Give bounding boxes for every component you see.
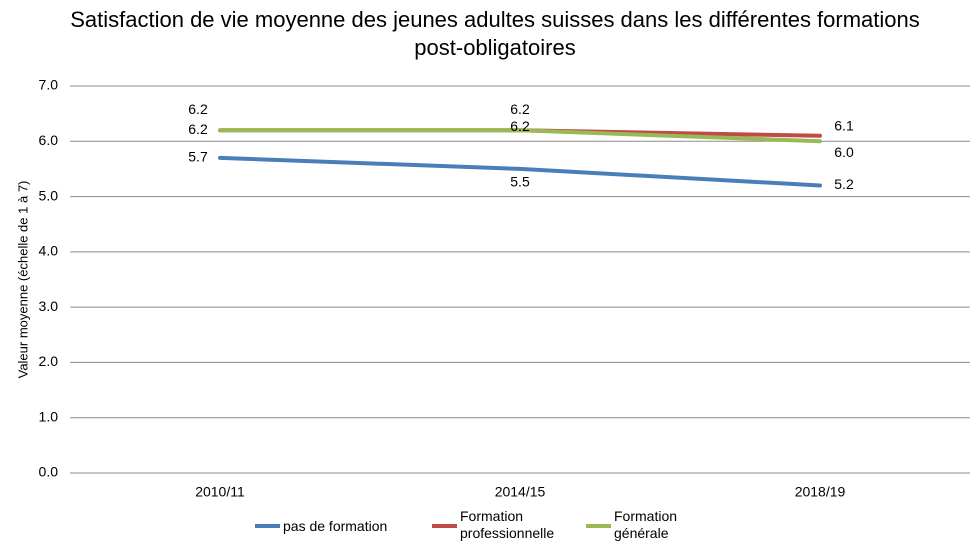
data-label: 6.2 [188,101,208,117]
legend-label: Formation générale [614,508,678,541]
legend-label: pas de formation [283,518,388,534]
x-tick-label: 2010/11 [195,484,245,500]
y-tick-label: 6.0 [39,132,59,148]
data-label: 6.2 [510,118,530,134]
y-tick-label: 0.0 [39,464,59,480]
data-label: 6.2 [510,101,530,117]
legend-swatch [255,524,280,528]
y-tick-label: 7.0 [39,77,59,93]
y-tick-label: 1.0 [39,408,59,424]
y-tick-label: 2.0 [39,353,59,369]
series-line [218,128,822,144]
x-tick-label: 2014/15 [495,484,546,500]
series-line [218,155,822,188]
x-tick-label: 2018/19 [795,484,846,500]
y-tick-label: 4.0 [39,243,59,259]
data-label: 6.1 [834,117,854,133]
legend-swatch [586,524,611,528]
y-tick-label: 5.0 [39,187,59,203]
legend-label: Formation professionnelle [460,508,555,541]
y-tick-label: 3.0 [39,298,59,314]
data-label: 6.2 [188,121,208,137]
data-label: 5.5 [510,174,530,190]
y-axis-label: Valeur moyenne (échelle de 1 à 7) [15,181,30,379]
chart-title: Satisfaction de vie moyenne des jeunes a… [70,7,920,60]
data-label: 6.0 [834,144,854,160]
data-label: 5.2 [834,176,854,192]
data-label: 5.7 [188,149,208,165]
legend-swatch [432,524,457,528]
